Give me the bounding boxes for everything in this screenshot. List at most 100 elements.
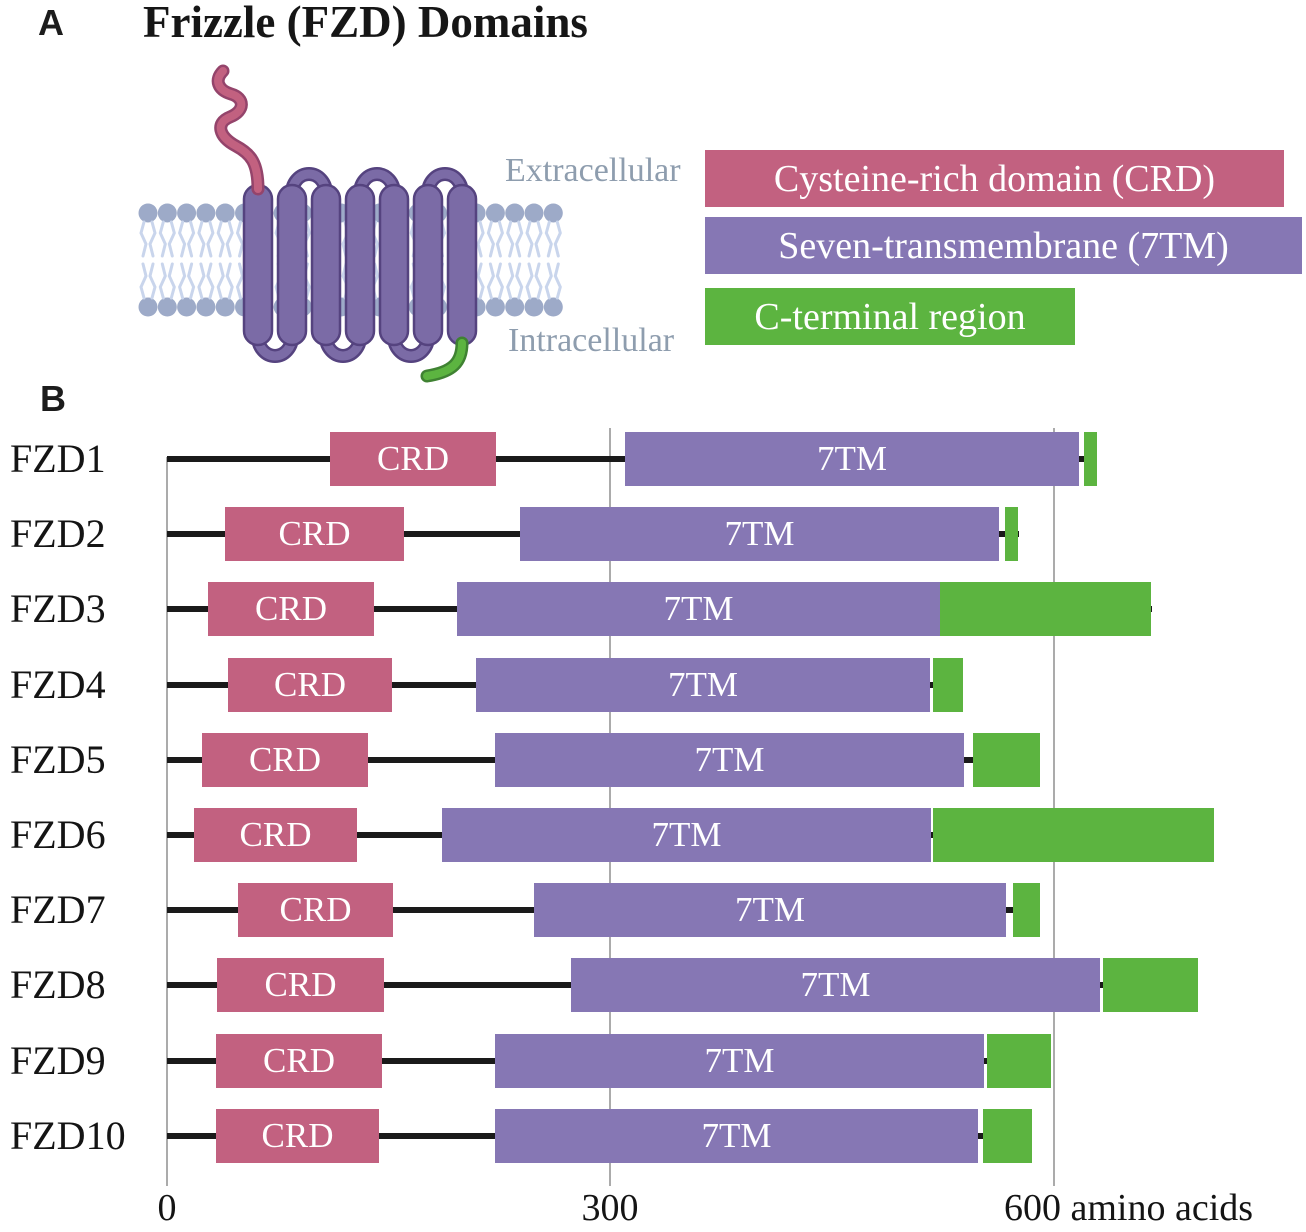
lipid-tail [553, 220, 562, 258]
helix-6 [412, 183, 444, 347]
row-label-fzd2: FZD2 [10, 511, 106, 556]
crd-domain-box: CRD [216, 1109, 379, 1163]
row-label-fzd3: FZD3 [10, 586, 106, 631]
row-label-fzd9: FZD9 [10, 1038, 106, 1083]
legend-7tm: Seven-transmembrane (7TM) [705, 217, 1302, 274]
cterm-domain-box [933, 808, 1214, 862]
tm-domain-box: 7TM [534, 883, 1006, 937]
lipid-tail [534, 262, 543, 300]
lipid-tail [148, 220, 157, 258]
lipid-tail [515, 262, 524, 300]
cterm-domain-box [940, 582, 1151, 636]
c-terminal-tail [423, 339, 466, 380]
tm-domain-box: 7TM [442, 808, 931, 862]
fzd-row-fzd2: FZD2 CRD 7TM [0, 507, 1306, 561]
lipid-tail [139, 220, 148, 258]
row-label-fzd4: FZD4 [10, 662, 106, 707]
lipid-tail [148, 262, 157, 300]
lipid-tail [544, 262, 553, 300]
helix-3 [310, 183, 342, 347]
fzd-row-fzd9: FZD9 CRD 7TM [0, 1034, 1306, 1088]
crd-domain-box: CRD [194, 808, 357, 862]
legend-cterminal: C-terminal region [705, 288, 1075, 345]
crd-domain-box: CRD [217, 958, 384, 1012]
cterm-domain-box [987, 1034, 1051, 1088]
tm-domain-box: 7TM [457, 582, 940, 636]
lipid-tail [167, 220, 176, 258]
lipid-head [543, 203, 563, 223]
lipid-tail [553, 262, 562, 300]
crd-domain-box: CRD [208, 582, 374, 636]
cterm-domain-box [1013, 883, 1040, 937]
tm-domain-box: 7TM [476, 658, 930, 712]
lipid-tail [187, 262, 196, 300]
lipid-tail [206, 262, 215, 300]
lipid-tail [544, 220, 553, 258]
helix-5 [378, 183, 410, 347]
lipid-head [485, 297, 505, 317]
legend-crd-label: Cysteine-rich domain (CRD) [773, 157, 1216, 200]
cterm-domain-box [933, 658, 963, 712]
lipid-tail [158, 220, 167, 258]
panel-a-label: A [38, 2, 64, 43]
fzd-row-fzd4: FZD4 CRD 7TM [0, 658, 1306, 712]
lipid-tail [216, 262, 225, 300]
tm-domain-box: 7TM [495, 1109, 978, 1163]
gridline-600 [1053, 428, 1055, 1186]
panel-b-label: B [40, 378, 66, 419]
gridline-0 [166, 457, 168, 1186]
extracellular-label: Extracellular [505, 152, 681, 189]
legend-cterminal-label: C-terminal region [754, 295, 1026, 338]
lipid-head [524, 203, 544, 223]
cterm-domain-box [1103, 958, 1198, 1012]
receptor-schematic-diagram [138, 64, 563, 383]
lipid-head [215, 297, 235, 317]
row-label-fzd7: FZD7 [10, 887, 106, 932]
lipid-head [485, 203, 505, 223]
gridline-300 [609, 428, 611, 1186]
lipid-tail [235, 220, 245, 258]
crd-domain-box: CRD [228, 658, 392, 712]
lipid-head [196, 297, 216, 317]
legend-crd: Cysteine-rich domain (CRD) [705, 150, 1284, 207]
lipid-tail [486, 262, 495, 300]
axis-tick-0: 0 [157, 1187, 177, 1229]
helix-4 [344, 183, 376, 347]
lipid-head [543, 297, 563, 317]
lipid-tail [235, 262, 245, 300]
lipid-tail [197, 220, 206, 258]
lipid-tail [515, 220, 524, 258]
fzd-row-fzd5: FZD5 CRD 7TM [0, 733, 1306, 787]
fzd-row-fzd7: FZD7 CRD 7TM [0, 883, 1306, 937]
lipid-tail [178, 262, 187, 300]
row-label-fzd1: FZD1 [10, 436, 106, 481]
row-label-fzd5: FZD5 [10, 737, 106, 782]
legend-7tm-label: Seven-transmembrane (7TM) [778, 224, 1229, 267]
crd-domain-box: CRD [225, 507, 404, 561]
tm-domain-box: 7TM [520, 507, 999, 561]
crd-domain-box: CRD [238, 883, 393, 937]
axis-tick-300: 300 [581, 1187, 639, 1229]
lipid-head [177, 297, 197, 317]
cterm-domain-box [973, 733, 1040, 787]
row-label-fzd6: FZD6 [10, 812, 106, 857]
lipid-head [177, 203, 197, 223]
intracellular-label: Intracellular [508, 322, 675, 359]
lipid-tail [525, 262, 534, 300]
lipid-tail [476, 220, 485, 258]
row-label-fzd10: FZD10 [10, 1113, 126, 1158]
lipid-tail [486, 220, 495, 258]
lipid-tail [506, 262, 515, 300]
crd-domain-box: CRD [216, 1034, 382, 1088]
lipid-tail [525, 220, 534, 258]
tm-domain-box: 7TM [571, 958, 1100, 1012]
lipid-tail [178, 220, 187, 258]
lipid-tail [197, 262, 206, 300]
lipid-tail [206, 220, 215, 258]
tm-domain-box: 7TM [495, 733, 964, 787]
lipid-tail [225, 220, 234, 258]
axis-tick-600-amino-acids: 600 amino acids [1004, 1187, 1254, 1229]
lipid-tail [158, 262, 167, 300]
helix-2 [276, 183, 308, 347]
